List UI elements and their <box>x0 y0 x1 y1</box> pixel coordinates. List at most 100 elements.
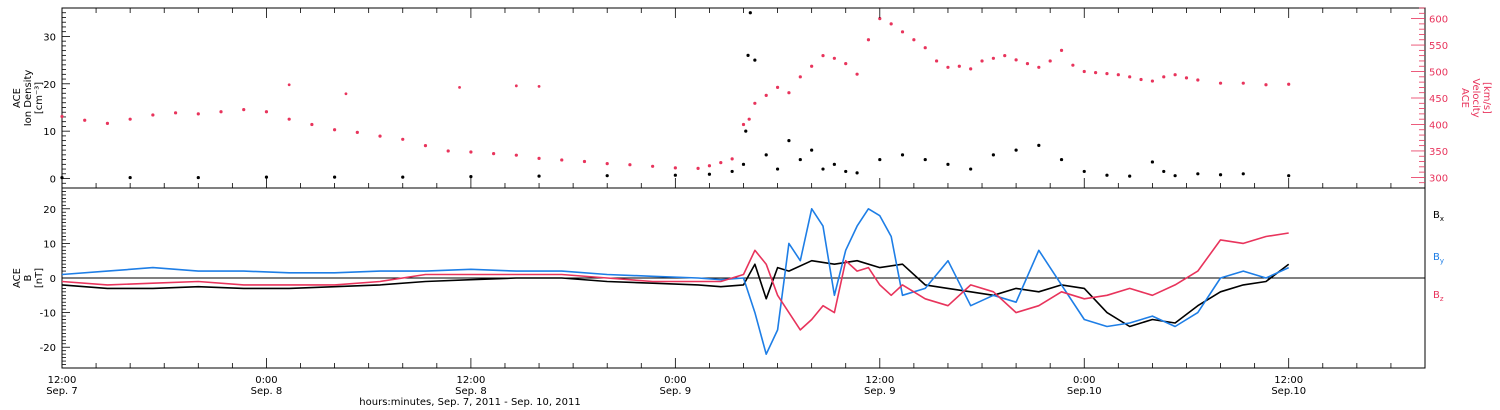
x-tick-label-time: 12:00 <box>48 375 77 386</box>
x-tick-label-time: 0:00 <box>1073 375 1095 386</box>
bottom-left-tick-label: 0 <box>50 274 56 285</box>
velocity-point <box>60 114 64 119</box>
velocity-point <box>582 159 587 164</box>
velocity-point <box>355 130 359 135</box>
velocity-point <box>821 54 825 58</box>
velocity-point <box>83 118 87 122</box>
x-tick-label-date: Sep.10 <box>1271 386 1306 397</box>
velocity-point <box>696 166 700 171</box>
velocity-point <box>196 112 200 116</box>
velocity-point <box>605 162 609 166</box>
velocity-point <box>730 157 734 161</box>
density-point <box>775 167 780 171</box>
density-point <box>764 153 768 157</box>
velocity-point <box>333 128 337 132</box>
density-point <box>844 169 848 174</box>
density-point <box>855 171 859 175</box>
density-point <box>537 174 541 178</box>
velocity-point <box>128 117 132 121</box>
legend-by: By <box>1433 252 1444 265</box>
density-point <box>1241 172 1245 176</box>
density-point <box>469 175 473 179</box>
velocity-point <box>264 110 269 114</box>
velocity-point <box>810 64 814 68</box>
density-point <box>401 175 405 179</box>
velocity-point <box>628 163 632 167</box>
velocity-point <box>469 150 473 154</box>
velocity-point <box>741 122 746 127</box>
bottom-left-tick-label: 10 <box>43 239 56 250</box>
bottom-left-tick-label: -10 <box>40 309 56 320</box>
density-point <box>1173 174 1177 178</box>
by-series-line <box>61 208 1290 356</box>
density-point <box>878 157 882 162</box>
density-point <box>746 53 750 57</box>
velocity-point <box>1094 70 1098 75</box>
velocity-point <box>855 72 859 76</box>
x-tick-label-date: Sep.10 <box>1067 386 1102 397</box>
density-point <box>821 167 825 171</box>
velocity-outlier-point <box>514 84 518 88</box>
velocity-point <box>446 149 450 153</box>
top-right-tick-label: 600 <box>1429 15 1448 26</box>
top-right-tick-label: 400 <box>1429 120 1448 131</box>
x-tick-label-date: Sep. 8 <box>455 386 487 397</box>
legend-by-subscript: y <box>1440 257 1444 265</box>
velocity-point <box>310 122 314 127</box>
velocity-point <box>1014 58 1018 62</box>
velocity-outlier-point <box>344 92 348 96</box>
velocity-point <box>378 134 382 138</box>
density-point <box>744 129 748 133</box>
top-right-tick-label: 500 <box>1429 68 1448 79</box>
velocity-point <box>1048 59 1052 63</box>
density-point <box>1218 173 1223 177</box>
velocity-point <box>673 166 677 170</box>
density-point <box>1162 169 1166 174</box>
velocity-point <box>560 158 564 162</box>
velocity-point <box>1025 61 1030 66</box>
x-tick-label-time: 12:00 <box>865 375 894 386</box>
top-right-axis-label: [km/s] <box>1481 82 1492 114</box>
velocity-point <box>1196 78 1200 82</box>
velocity-point <box>401 137 405 141</box>
velocity-point <box>651 164 655 168</box>
x-tick-label-date: Sep. 7 <box>46 386 78 397</box>
density-point <box>605 174 609 178</box>
top-right-tick-label: 450 <box>1429 94 1448 105</box>
density-point <box>1196 172 1200 176</box>
legend-bx-subscript: x <box>1440 215 1444 223</box>
velocity-point <box>923 46 927 50</box>
velocity-series <box>60 16 1291 171</box>
velocity-point <box>242 108 246 112</box>
density-point <box>748 11 752 15</box>
top-left-tick-label: 0 <box>50 175 56 186</box>
top-right-axis-label: ACE <box>1459 88 1470 108</box>
top-left-tick-label: 30 <box>43 32 56 43</box>
velocity-point <box>1128 75 1132 79</box>
velocity-point <box>1162 75 1166 79</box>
top-right-tick-label: 300 <box>1429 173 1448 184</box>
density-point <box>923 157 927 162</box>
velocity-outlier-point <box>287 83 291 87</box>
velocity-point <box>878 16 882 21</box>
top-left-axis-label: [cm⁻³] <box>34 82 45 114</box>
velocity-point <box>900 30 905 34</box>
legend-bx: Bx <box>1433 210 1444 223</box>
velocity-point <box>1116 73 1120 77</box>
legend-bz: Bz <box>1433 290 1444 303</box>
top-right-axis-label: Velocity <box>1470 78 1481 117</box>
bottom-left-axis-label: B <box>23 274 34 281</box>
density-point <box>1128 174 1132 178</box>
velocity-point <box>1037 65 1041 69</box>
velocity-point <box>969 67 973 71</box>
density-point <box>969 167 973 171</box>
density-point <box>741 162 746 166</box>
bottom-left-axis-label: ACE <box>12 268 23 288</box>
density-point <box>730 169 734 174</box>
density-point <box>946 162 950 166</box>
velocity-point <box>1287 82 1291 86</box>
velocity-point <box>1059 48 1064 52</box>
density-point <box>264 175 269 179</box>
